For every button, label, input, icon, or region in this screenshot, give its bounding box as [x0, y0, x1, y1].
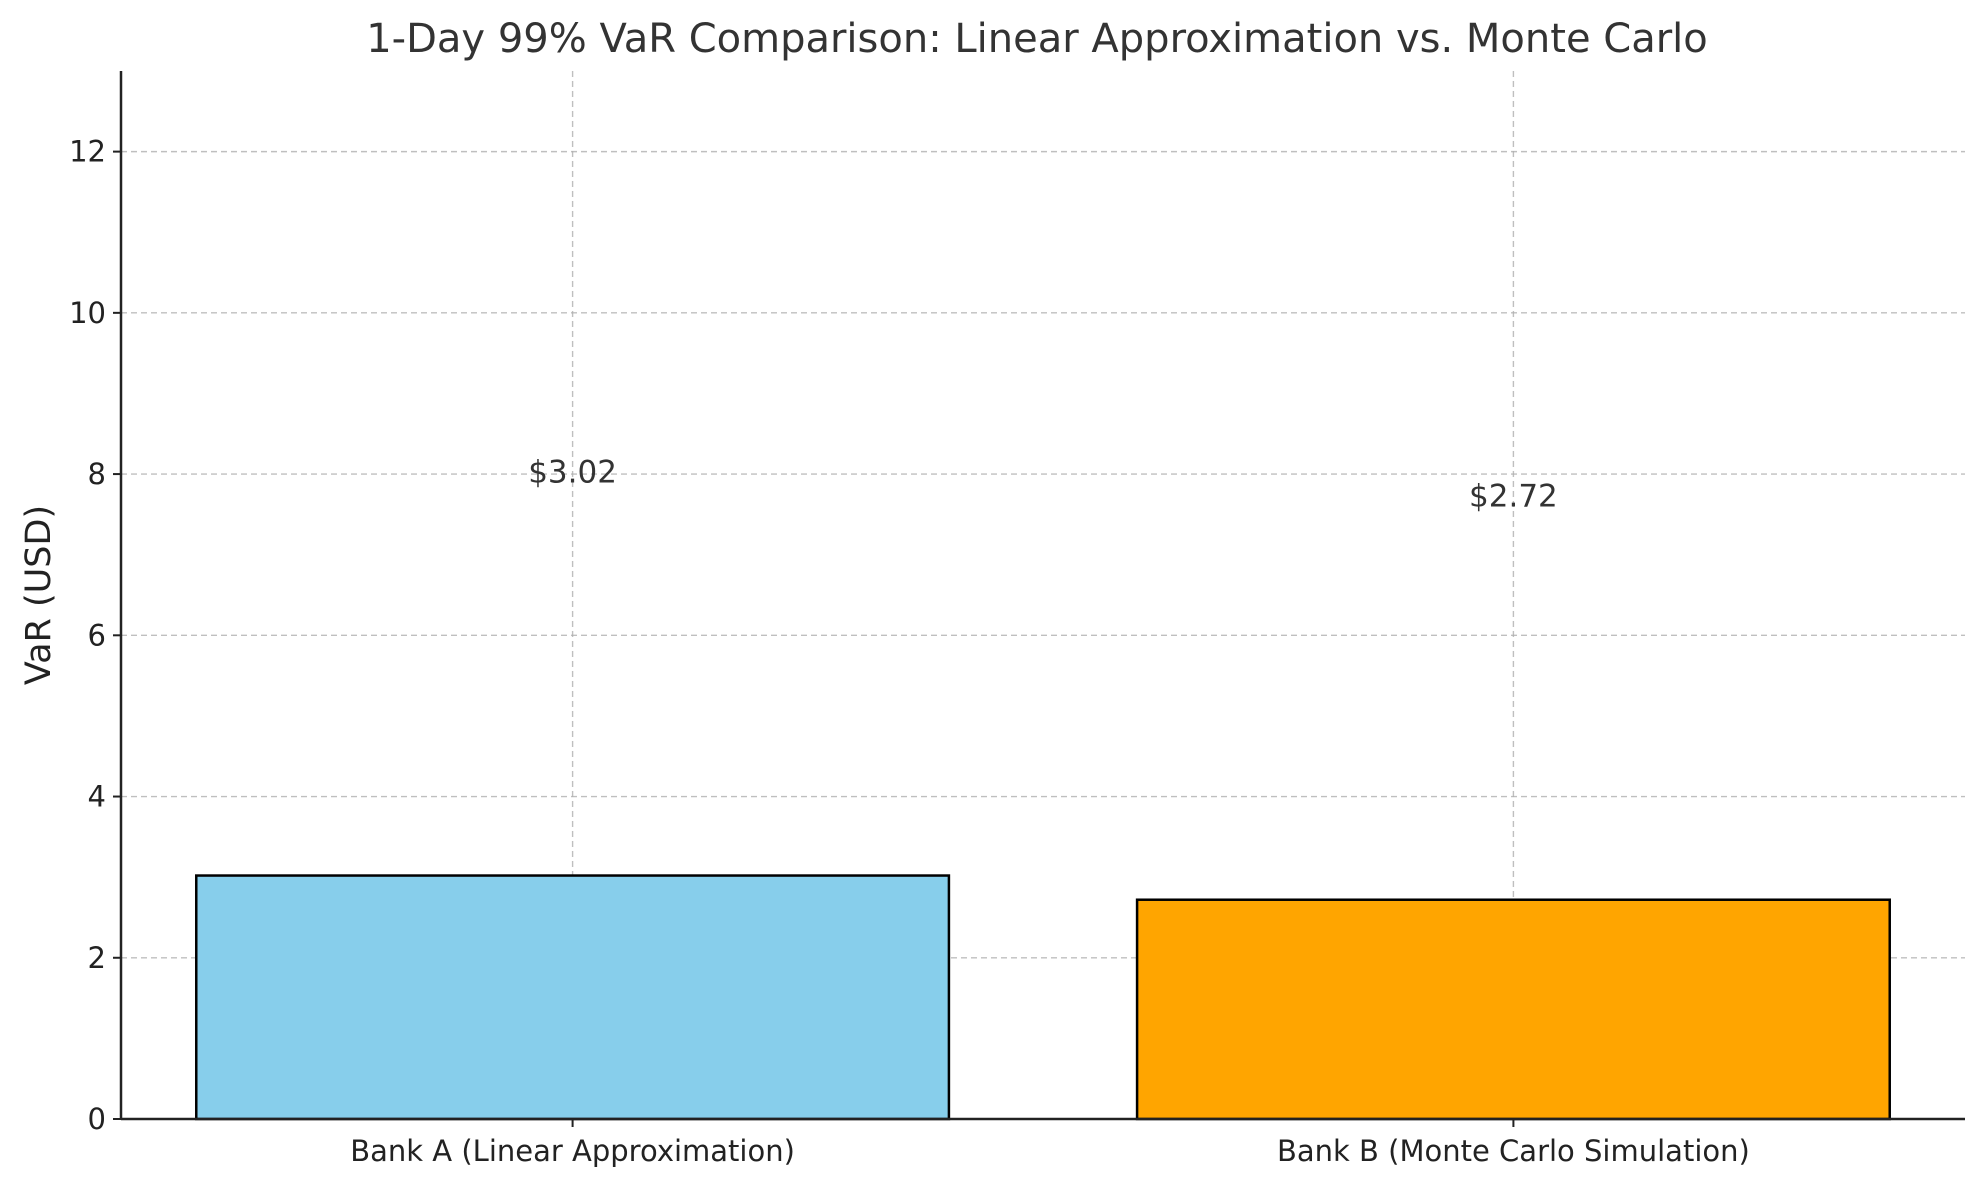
y-tick-label: 12 [69, 135, 106, 169]
labels: 0 2 4 6 8 10 12 Bank A (Linear Approximation) Ba… [69, 135, 1750, 1168]
x-tick-label: Bank B (Monte Carlo Simulation) [1277, 1134, 1750, 1168]
bars [195, 874, 1891, 1121]
bar-bank-a [195, 874, 951, 1121]
y-tick-label: 2 [88, 941, 106, 975]
bar-bank-b [1135, 898, 1891, 1121]
chart-title: 1-Day 99% VaR Comparison: Linear Approxi… [366, 16, 1708, 62]
x-tick-label: Bank A (Linear Approximation) [350, 1134, 795, 1168]
data-label: $2.72 [1469, 479, 1558, 515]
data-label: $3.02 [528, 454, 617, 490]
axes [113, 71, 1965, 1127]
y-tick-label: 10 [69, 296, 106, 330]
y-axis-label: VaR (USD) [19, 505, 59, 685]
y-tick-label: 8 [88, 457, 106, 491]
y-tick-label: 0 [88, 1102, 106, 1136]
y-tick-label: 4 [88, 780, 106, 814]
y-tick-label: 6 [88, 618, 106, 652]
grid [121, 71, 1965, 1119]
